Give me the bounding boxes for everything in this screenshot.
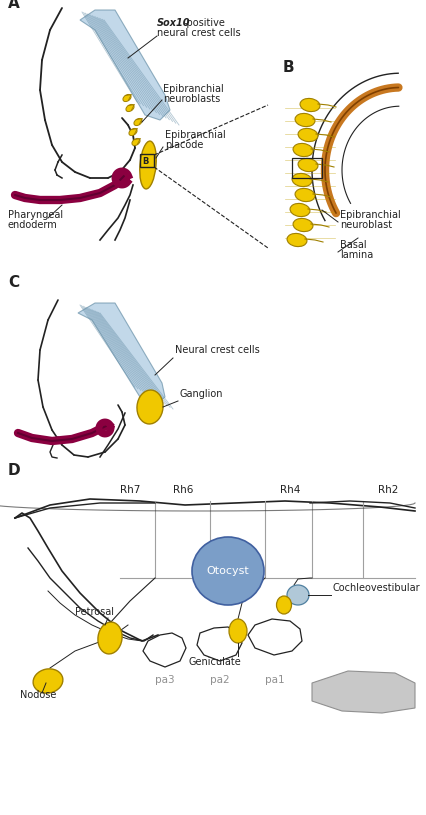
- Text: C: C: [8, 275, 19, 290]
- Ellipse shape: [289, 204, 309, 217]
- Ellipse shape: [134, 118, 142, 126]
- Polygon shape: [80, 10, 170, 120]
- Ellipse shape: [192, 537, 263, 605]
- Ellipse shape: [126, 104, 134, 112]
- Text: Neural crest cells: Neural crest cells: [175, 345, 259, 355]
- Ellipse shape: [33, 669, 63, 693]
- Ellipse shape: [129, 129, 137, 135]
- Polygon shape: [78, 303, 164, 405]
- Ellipse shape: [294, 113, 314, 126]
- Ellipse shape: [137, 390, 163, 424]
- Text: pa1: pa1: [265, 675, 284, 685]
- Ellipse shape: [294, 188, 314, 201]
- Text: pa2: pa2: [210, 675, 229, 685]
- Text: Rh7: Rh7: [120, 485, 140, 495]
- Text: Rh6: Rh6: [173, 485, 193, 495]
- Text: Rh4: Rh4: [279, 485, 299, 495]
- Ellipse shape: [299, 99, 319, 112]
- Ellipse shape: [286, 233, 306, 247]
- Text: A: A: [8, 0, 20, 11]
- Ellipse shape: [132, 139, 140, 146]
- Text: lamina: lamina: [339, 250, 372, 260]
- Polygon shape: [196, 627, 242, 661]
- Ellipse shape: [292, 218, 312, 231]
- Text: placode: placode: [164, 140, 203, 150]
- Text: Basal: Basal: [339, 240, 366, 250]
- Text: Nodose: Nodose: [20, 690, 56, 700]
- Text: Otocyst: Otocyst: [206, 566, 249, 576]
- Bar: [291, 158, 321, 178]
- Polygon shape: [248, 619, 301, 655]
- Polygon shape: [311, 671, 414, 713]
- Bar: [140, 154, 154, 167]
- Ellipse shape: [291, 174, 311, 187]
- Ellipse shape: [297, 158, 317, 172]
- Text: pa3: pa3: [155, 675, 174, 685]
- Polygon shape: [143, 633, 186, 667]
- Text: Epibranchial: Epibranchial: [339, 210, 400, 220]
- Ellipse shape: [276, 596, 291, 614]
- Ellipse shape: [228, 619, 246, 643]
- Text: -positive: -positive: [184, 18, 225, 28]
- Text: neuroblasts: neuroblasts: [163, 94, 220, 104]
- Text: neuroblast: neuroblast: [339, 220, 391, 230]
- Text: endoderm: endoderm: [8, 220, 58, 230]
- Text: B: B: [282, 60, 294, 75]
- Ellipse shape: [297, 129, 317, 142]
- Ellipse shape: [139, 141, 156, 189]
- Ellipse shape: [292, 143, 312, 156]
- Text: neural crest cells: neural crest cells: [157, 28, 240, 38]
- Text: Epibranchial: Epibranchial: [164, 130, 225, 140]
- Text: Epibranchial: Epibranchial: [163, 84, 223, 94]
- Text: Ganglion: Ganglion: [180, 389, 223, 399]
- Text: Petrosal: Petrosal: [75, 607, 114, 617]
- Ellipse shape: [123, 95, 131, 102]
- Text: Pharyngeal: Pharyngeal: [8, 210, 63, 220]
- Text: Geniculate: Geniculate: [188, 657, 241, 667]
- Text: Sox10: Sox10: [157, 18, 190, 28]
- Ellipse shape: [98, 622, 122, 654]
- Text: D: D: [8, 463, 20, 478]
- Text: Cochleovestibular: Cochleovestibular: [332, 583, 420, 593]
- Ellipse shape: [286, 585, 308, 605]
- Text: B: B: [142, 157, 148, 166]
- Text: Rh2: Rh2: [377, 485, 397, 495]
